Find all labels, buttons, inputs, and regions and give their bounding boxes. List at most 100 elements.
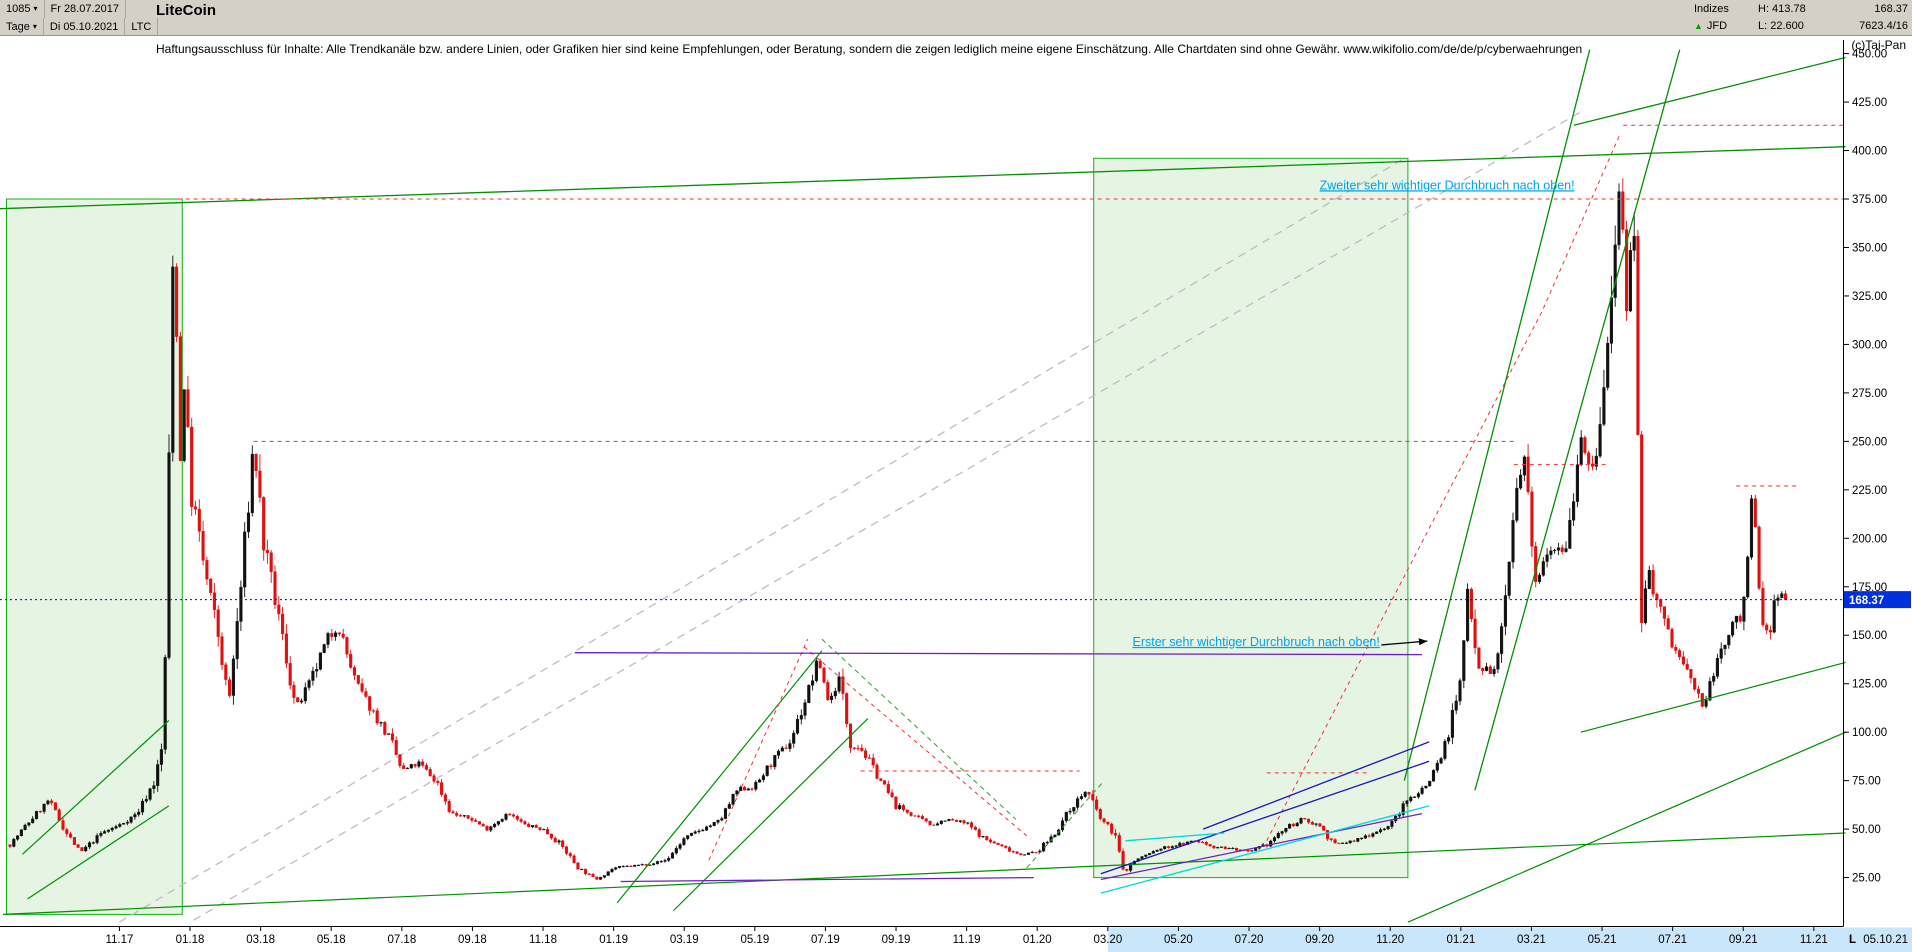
- y-axis-label: 225.00: [1852, 485, 1887, 497]
- high-value: H: 413.78: [1758, 3, 1806, 15]
- chart-annotation: Zweiter sehr wichtiger Durchbruch nach o…: [1320, 178, 1575, 192]
- last-price-badge: [1844, 591, 1911, 609]
- x-axis-label: 05.20: [1164, 934, 1193, 946]
- period-value: Tage: [6, 21, 30, 33]
- chart-toolbar: 1085 ▾ Fr 28.07.2017 Tage ▾ Di 05.10.202…: [0, 0, 1912, 36]
- x-axis-highlight: [1107, 927, 1912, 952]
- y-axis-label: 350.00: [1852, 242, 1887, 254]
- x-axis-label: 09.20: [1305, 934, 1334, 946]
- trend-line: [620, 877, 1034, 883]
- y-axis-label: 425.00: [1852, 97, 1887, 109]
- y-axis-label: 200.00: [1852, 533, 1887, 545]
- x-axis-label: 07.19: [811, 934, 840, 946]
- volume-value: 7623.4/16: [1859, 20, 1908, 32]
- trend-line: [1407, 731, 1846, 923]
- x-axis-label: 11.17: [105, 934, 133, 946]
- x-axis-label: 07.21: [1658, 934, 1687, 946]
- candlestick-wicks-down: [9, 178, 1787, 880]
- x-axis-label: 07.20: [1235, 934, 1264, 946]
- y-axis-label: 150.00: [1852, 630, 1887, 642]
- trend-line: [1100, 805, 1430, 894]
- chevron-down-icon: ▾: [32, 22, 37, 31]
- x-axis-label: 07.18: [387, 934, 416, 946]
- y-axis-label: 375.00: [1852, 194, 1887, 206]
- x-axis-label: 03.18: [246, 934, 275, 946]
- y-axis-label: 325.00: [1852, 291, 1887, 303]
- last-price-badge-value: 168.37: [1849, 595, 1884, 607]
- x-axis-label: 11.18: [529, 934, 557, 946]
- trend-line: [21, 720, 170, 855]
- last-bar-marker: L: [1849, 934, 1856, 946]
- up-indicator-icon: ▲: [1694, 21, 1703, 31]
- candlestick-wicks-up: [13, 183, 1783, 880]
- trend-line: [1100, 813, 1423, 881]
- start-date-label: Fr 28.07.2017: [45, 0, 126, 18]
- quote-info-row-1: Indizes H: 413.78 168.37: [1694, 1, 1908, 18]
- trend-line: [1100, 760, 1430, 875]
- x-axis-label: 05.19: [740, 934, 769, 946]
- end-date-value: Di 05.10.2021: [49, 21, 119, 33]
- y-axis-label: 100.00: [1852, 727, 1887, 739]
- trend-line: [119, 157, 1405, 923]
- indices-label: Indizes: [1694, 3, 1729, 15]
- source-label: ▲ JFD: [1694, 18, 1758, 35]
- trend-line: [1474, 49, 1681, 791]
- trend-line: [803, 646, 1031, 840]
- low-value: L: 22.600: [1758, 20, 1804, 32]
- y-axis-label: 300.00: [1852, 339, 1887, 351]
- trend-line: [616, 650, 823, 904]
- x-axis-label: 03.21: [1517, 934, 1546, 946]
- x-axis-label: 11.20: [1376, 934, 1404, 946]
- x-axis-label: 09.19: [882, 934, 911, 946]
- x-axis-label: 09.18: [458, 934, 487, 946]
- trend-line: [708, 638, 809, 861]
- trend-line: [1125, 832, 1225, 842]
- x-axis-label: 03.20: [1093, 934, 1122, 946]
- trend-line: [0, 146, 1846, 210]
- highlight-region: [6, 198, 183, 915]
- trend-line: [1026, 780, 1105, 869]
- y-axis-label: 450.00: [1852, 49, 1887, 61]
- period-dropdown[interactable]: Tage ▾: [0, 18, 44, 36]
- y-axis-label: 125.00: [1852, 679, 1887, 691]
- x-axis-label: 11.19: [953, 934, 981, 946]
- trend-line: [193, 111, 1582, 921]
- candlestick-bodies-up: [12, 191, 1784, 880]
- y-axis-label: 175.00: [1852, 582, 1887, 594]
- quote-info-row-2: ▲ JFD L: 22.600 7623.4/16: [1694, 18, 1908, 35]
- y-axis-label: 50.00: [1852, 824, 1881, 836]
- x-axis-label: 05.21: [1588, 934, 1617, 946]
- trend-line: [821, 638, 1017, 820]
- chevron-down-icon: ▾: [33, 4, 38, 13]
- source-value: JFD: [1706, 20, 1728, 32]
- copyright-label: (c)Tai-Pan: [1851, 38, 1906, 52]
- page-title: LiteCoin: [156, 2, 216, 19]
- trend-line: [2, 832, 1846, 915]
- last-price-value: 168.37: [1874, 3, 1908, 15]
- x-axis-label: 09.21: [1729, 934, 1758, 946]
- last-bar-date: 05.10.21: [1863, 934, 1908, 946]
- y-axis-label: 25.00: [1852, 873, 1881, 885]
- y-axis-label: 400.00: [1852, 146, 1887, 158]
- bars-count-dropdown[interactable]: 1085 ▾: [0, 0, 45, 18]
- x-axis-label: 01.19: [599, 934, 628, 946]
- highlight-region: [1093, 157, 1409, 879]
- trend-line: [673, 718, 869, 911]
- toolbar-row-2: Tage ▾ Di 05.10.2021 LTC: [0, 18, 159, 36]
- end-date-label: Di 05.10.2021: [44, 18, 126, 36]
- y-axis-label: 275.00: [1852, 388, 1887, 400]
- trend-line: [27, 805, 170, 900]
- x-axis-label: 01.21: [1446, 934, 1475, 946]
- quote-info-panel: Indizes H: 413.78 168.37 ▲ JFD L: 22.600 …: [1694, 1, 1908, 35]
- symbol-value: LTC: [131, 21, 152, 33]
- start-date-value: Fr 28.07.2017: [50, 3, 120, 15]
- trend-line: [1403, 49, 1591, 781]
- x-axis-label: 11.21: [1800, 934, 1828, 946]
- candlestick-bodies-down: [8, 191, 1788, 880]
- x-axis-label: 03.19: [670, 934, 699, 946]
- trend-line: [1580, 661, 1846, 733]
- trend-line: [1202, 741, 1430, 830]
- breakout-arrow-head: [1418, 638, 1428, 646]
